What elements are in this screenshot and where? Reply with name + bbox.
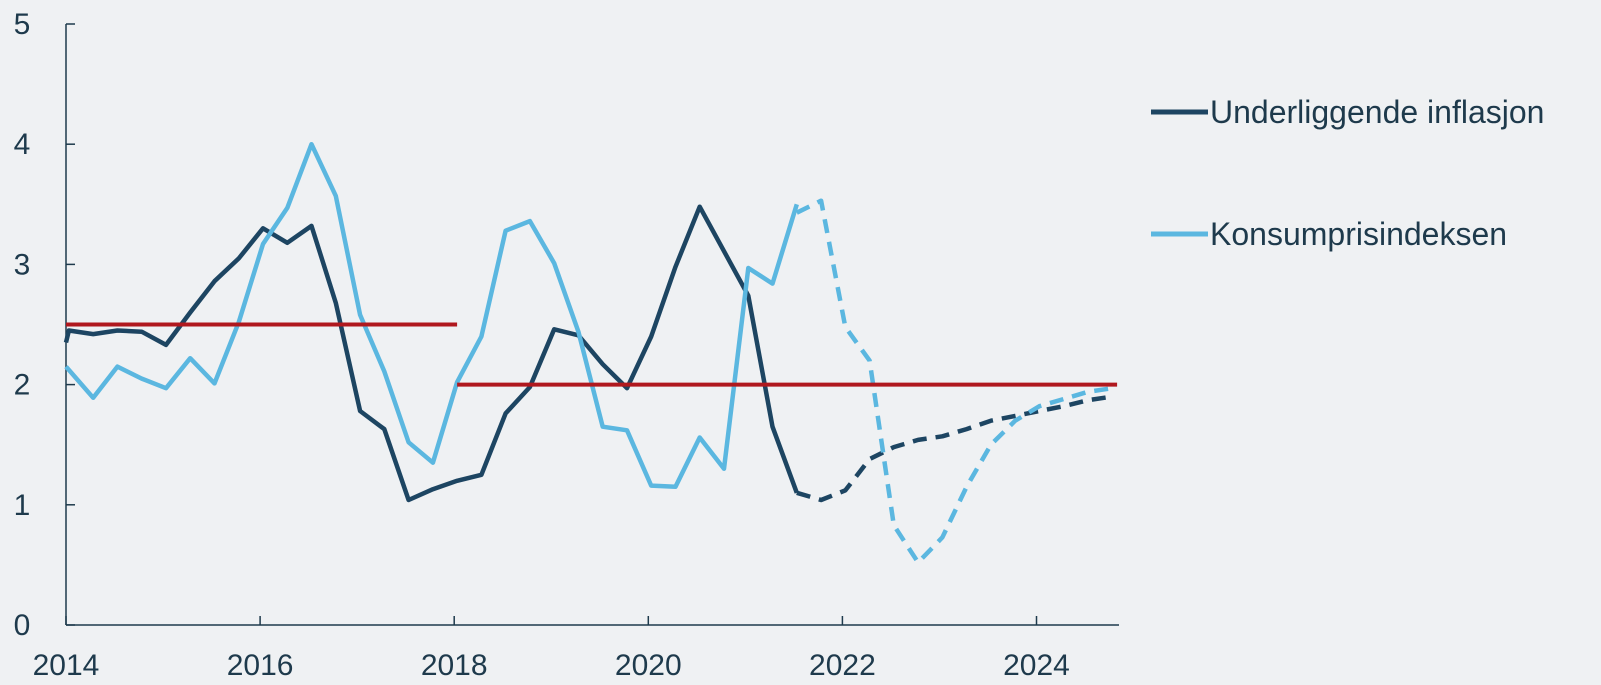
chart-series: [63, 141, 1118, 565]
y-tick-label: 1: [14, 489, 31, 522]
x-tick-label: 2024: [1003, 649, 1070, 682]
y-tick-label: 3: [14, 248, 31, 281]
x-tick-label: 2018: [421, 649, 488, 682]
legend-label: Konsumprisindeksen: [1210, 216, 1507, 252]
x-tick-label: 2020: [615, 649, 682, 682]
y-tick-label: 0: [14, 609, 31, 642]
y-tick-label: 2: [14, 369, 31, 402]
chart-legend: Underliggende inflasjon Konsumprisindekse…: [1151, 94, 1544, 252]
series-line-0: [63, 204, 799, 503]
series-line-2: [64, 141, 799, 490]
chart-axes: 0 1 2 3 4 5 2014 2016 2018 2020 2022 2024: [14, 8, 1119, 682]
series-line-1: [796, 394, 1113, 503]
y-tick-label: 4: [14, 128, 31, 161]
series-line-3: [795, 198, 1113, 565]
legend-label: Underliggende inflasjon: [1210, 94, 1544, 130]
x-tick-label: 2022: [809, 649, 876, 682]
y-tick-label: 5: [14, 8, 31, 41]
x-tick-label: 2016: [227, 649, 294, 682]
x-tick-label: 2014: [33, 649, 100, 682]
